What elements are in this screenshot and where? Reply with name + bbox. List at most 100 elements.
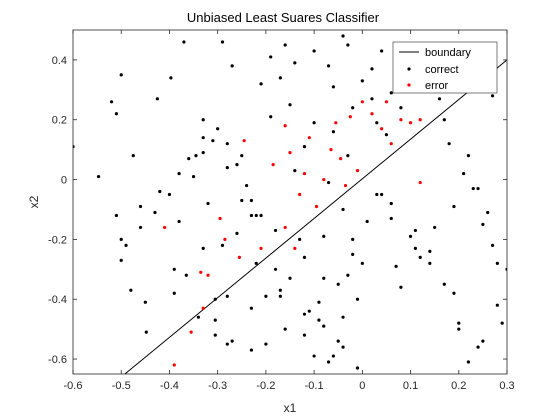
error-point — [343, 183, 348, 188]
correct-point — [273, 267, 278, 271]
error-point — [408, 121, 413, 125]
correct-point — [471, 186, 475, 191]
y-tick-label: 0.4 — [52, 55, 67, 67]
correct-point — [201, 136, 205, 140]
correct-point — [341, 34, 345, 38]
correct-point — [317, 318, 321, 322]
correct-point — [336, 339, 340, 343]
correct-point — [437, 97, 442, 101]
correct-point — [336, 282, 340, 286]
correct-point — [452, 204, 456, 209]
correct-point — [331, 354, 335, 358]
correct-point — [114, 213, 118, 218]
correct-point — [167, 192, 172, 197]
error-point — [218, 216, 222, 221]
correct-point — [389, 201, 393, 206]
error-point — [172, 363, 176, 367]
legend: boundary correct error — [392, 41, 498, 94]
correct-point — [235, 163, 239, 167]
correct-point — [259, 82, 263, 86]
correct-point — [177, 219, 181, 224]
correct-point — [302, 333, 307, 337]
correct-point — [490, 243, 495, 247]
correct-point — [201, 246, 205, 250]
correct-point — [341, 345, 345, 349]
correct-point — [114, 112, 118, 116]
boundary-line — [124, 59, 507, 374]
correct-point — [408, 234, 413, 238]
correct-point — [360, 79, 364, 83]
error-point — [302, 171, 307, 176]
y-tick-label: 0.2 — [52, 115, 67, 127]
x-tick-label: 0.3 — [499, 380, 514, 392]
correct-point — [201, 151, 205, 155]
correct-point — [500, 321, 504, 325]
correct-point — [351, 252, 355, 256]
correct-point — [399, 285, 403, 289]
correct-point — [155, 97, 159, 101]
correct-point — [375, 121, 379, 125]
correct-point — [322, 234, 326, 238]
legend-label-boundary: boundary — [425, 47, 471, 59]
error-point — [189, 330, 193, 334]
correct-point — [264, 294, 268, 298]
correct-point — [191, 174, 196, 179]
correct-point — [326, 360, 331, 364]
correct-point — [240, 154, 244, 158]
correct-point — [399, 106, 403, 110]
correct-point — [326, 180, 331, 185]
correct-point — [158, 189, 162, 194]
correct-point — [355, 297, 360, 301]
x-tick-label: -0.1 — [305, 380, 324, 392]
error-point — [399, 118, 403, 122]
x-tick-label: -0.3 — [208, 380, 227, 392]
error-point — [206, 273, 210, 277]
error-point — [418, 180, 422, 185]
correct-point — [452, 291, 456, 295]
error-point — [307, 136, 311, 140]
correct-point — [172, 267, 176, 271]
correct-point — [307, 309, 311, 313]
x-axis-ticks: -0.6 -0.5 -0.4 -0.3 -0.2 -0.1 0 0.1 0.2 0.3 — [64, 30, 515, 392]
correct-point — [240, 198, 244, 203]
correct-point — [220, 243, 225, 247]
correct-point — [302, 255, 307, 259]
x-tick-label: -0.2 — [256, 380, 275, 392]
x-tick-label: 0 — [359, 380, 365, 392]
correct-point — [249, 213, 254, 218]
correct-point — [384, 133, 389, 137]
boundary-layer — [124, 59, 507, 374]
x-tick-label: -0.6 — [64, 380, 83, 392]
correct-point — [442, 118, 446, 122]
correct-point — [109, 100, 114, 104]
y-axis-ticks: -0.6 -0.4 -0.2 0 0.2 0.4 — [48, 55, 507, 366]
error-point — [237, 255, 241, 259]
correct-point — [365, 219, 369, 224]
correct-point — [433, 225, 437, 230]
correct-point — [351, 237, 355, 241]
correct-point — [389, 216, 393, 221]
error-point — [271, 163, 275, 167]
correct-point — [413, 246, 417, 250]
correct-point — [341, 207, 345, 212]
error-point — [348, 115, 352, 119]
correct-point — [466, 154, 471, 158]
correct-point — [278, 288, 282, 292]
correct-point — [216, 127, 220, 131]
correct-point — [312, 49, 316, 53]
correct-point — [278, 76, 282, 80]
error-point — [314, 204, 319, 209]
correct-point — [302, 312, 307, 316]
correct-point — [355, 366, 360, 370]
x-tick-label: -0.4 — [160, 380, 179, 392]
error-point — [242, 139, 246, 143]
correct-point — [341, 315, 345, 319]
correct-point — [230, 64, 234, 68]
correct-point — [264, 342, 268, 346]
correct-point — [476, 345, 480, 349]
correct-point — [447, 142, 451, 146]
error-point — [339, 157, 343, 161]
correct-point — [481, 222, 485, 227]
correct-point — [495, 303, 499, 307]
